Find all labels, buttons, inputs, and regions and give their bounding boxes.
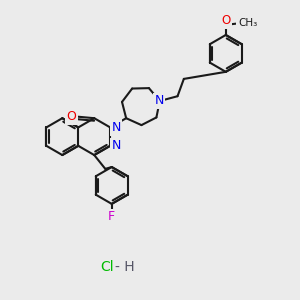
- Text: CH₃: CH₃: [238, 18, 257, 28]
- Text: N: N: [112, 121, 121, 134]
- Text: N: N: [112, 139, 121, 152]
- Text: O: O: [221, 14, 230, 27]
- Text: O: O: [67, 110, 76, 123]
- Text: Cl: Cl: [100, 260, 114, 274]
- Text: - H: - H: [115, 260, 134, 274]
- Text: N: N: [154, 94, 164, 107]
- Text: F: F: [108, 210, 115, 223]
